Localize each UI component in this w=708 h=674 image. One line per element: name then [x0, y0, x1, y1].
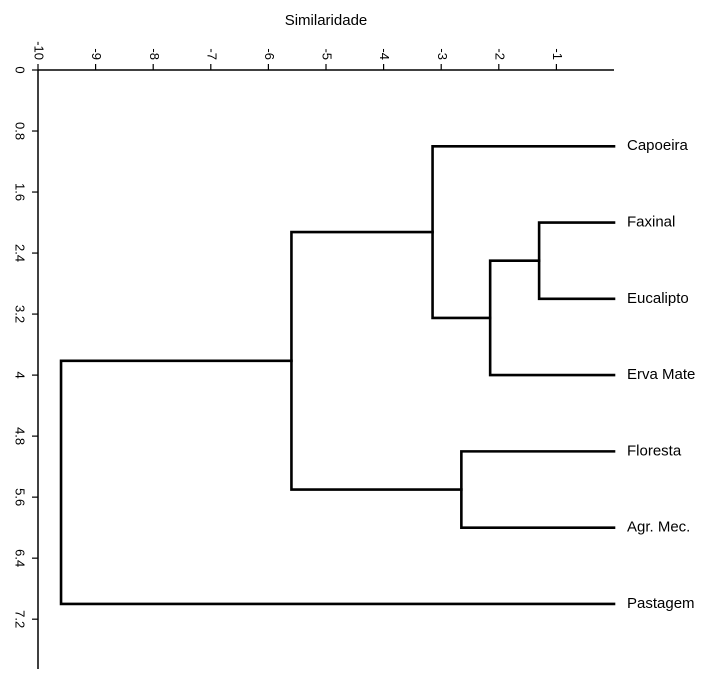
x-tick-label-7: -7 [204, 48, 219, 60]
x-tick-label-6: -6 [262, 48, 277, 60]
leaf-label-pastagem: Pastagem [627, 595, 695, 612]
leaf-label-faxinal: Faxinal [627, 214, 675, 231]
x-tick-label-9: -9 [89, 48, 104, 60]
leaf-label-floresta: Floresta [627, 442, 682, 459]
y-tick-label-6-4: 6.4 [13, 549, 28, 567]
branch-m4 [460, 450, 616, 529]
branch-m1 [537, 221, 616, 301]
x-tick-label-10: -10 [32, 41, 47, 60]
chart-title: Similaridade [285, 12, 368, 29]
y-tick-label-4: 4 [13, 371, 28, 378]
y-tick-label-0-8: 0.8 [13, 122, 28, 140]
y-tick-label-1-6: 1.6 [13, 183, 28, 201]
x-tick-label-2: -2 [492, 48, 507, 60]
y-tick-label-2-4: 2.4 [13, 244, 28, 262]
y-tick-label-4-8: 4.8 [13, 427, 28, 445]
y-tick-label-7-2: 7.2 [13, 610, 28, 628]
y-tick-label-5-6: 5.6 [13, 488, 28, 506]
branch-m3 [431, 144, 616, 320]
y-axis-ticks: 0 0.8 1.6 2.4 3.2 4 4.8 5.6 6.4 7.2 [13, 66, 38, 628]
leaf-label-eucalipto: Eucalipto [627, 290, 689, 307]
x-tick-label-4: -4 [377, 48, 392, 60]
branch-m6 [59, 359, 616, 606]
y-tick-label-0: 0 [13, 66, 28, 73]
branch-m5 [290, 230, 463, 491]
branch-m2 [488, 259, 616, 377]
x-tick-label-3: -3 [435, 48, 450, 60]
dendrogram-branches [59, 144, 616, 606]
leaf-labels: Capoeira Faxinal Eucalipto Erva Mate Florest… [627, 137, 695, 612]
y-tick-label-3-2: 3.2 [13, 305, 28, 323]
x-tick-label-1: -1 [550, 48, 565, 60]
x-tick-label-5: -5 [320, 48, 335, 60]
x-tick-label-8: -8 [147, 48, 162, 60]
leaf-label-agr-mec: Agr. Mec. [627, 519, 690, 536]
leaf-label-erva-mate: Erva Mate [627, 366, 695, 383]
leaf-label-capoeira: Capoeira [627, 137, 689, 154]
x-axis-ticks: -10 -9 -8 -7 -6 -5 -4 -3 -2 -1 [32, 41, 565, 70]
